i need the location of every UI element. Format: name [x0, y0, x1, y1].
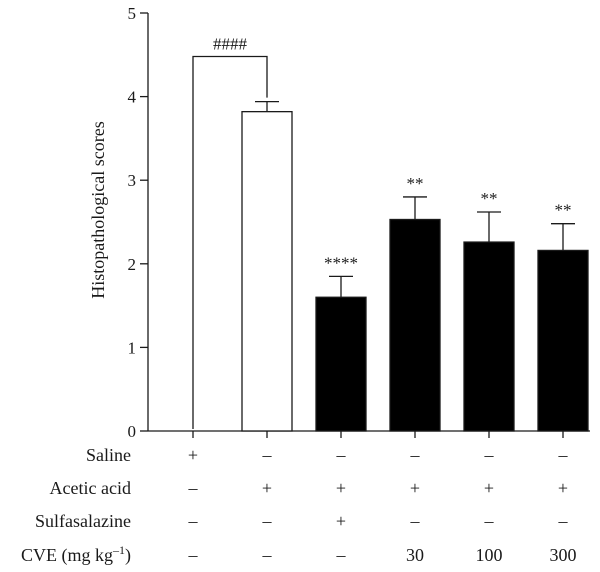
bars	[241, 110, 589, 432]
table-cell: +	[262, 478, 272, 498]
table-cell: –	[262, 511, 273, 531]
treatment-table: Saline + – – – – – Acetic acid – + + + + + Sulfasalazi…	[21, 445, 577, 566]
bar	[537, 249, 589, 432]
table-cell: +	[336, 478, 346, 498]
row-label: Saline	[86, 445, 131, 465]
significance-label: **	[407, 174, 424, 193]
table-cell: –	[558, 445, 569, 465]
row-label: Acetic acid	[50, 478, 131, 498]
table-cell: 300	[550, 545, 577, 565]
bar	[315, 296, 367, 432]
significance-label: **	[555, 201, 572, 220]
y-tick-label: 4	[128, 88, 137, 107]
comparison-bracket: ####	[192, 34, 268, 429]
table-cell: –	[336, 545, 347, 565]
table-cell: –	[188, 511, 199, 531]
table-cell: –	[410, 445, 421, 465]
y-tick-label: 3	[128, 171, 137, 190]
table-cell: +	[410, 478, 420, 498]
table-cell: +	[188, 445, 198, 465]
table-cell: –	[558, 511, 569, 531]
axes: 0 1 2 3 4 5	[128, 4, 590, 441]
row-label: CVE (mg kg–1)	[21, 543, 131, 566]
table-cell: –	[410, 511, 421, 531]
bar	[241, 110, 293, 432]
table-cell: 100	[476, 545, 503, 565]
table-cell: –	[262, 445, 273, 465]
significance-label: ****	[324, 253, 358, 272]
bar	[463, 241, 515, 432]
table-cell: –	[262, 545, 273, 565]
error-bars	[255, 100, 575, 298]
y-tick-label: 0	[128, 422, 137, 441]
row-label: Sulfasalazine	[35, 511, 131, 531]
table-cell: –	[188, 478, 199, 498]
table-cell: +	[336, 511, 346, 531]
y-tick-label: 1	[128, 338, 137, 357]
significance-label: **	[481, 189, 498, 208]
table-cell: –	[336, 445, 347, 465]
bar	[389, 218, 441, 432]
table-cell: +	[558, 478, 568, 498]
significance-markers: **********	[324, 174, 572, 272]
y-tick-label: 2	[128, 255, 137, 274]
y-axis-title: Histopathological scores	[88, 121, 108, 298]
bracket-label: ####	[213, 34, 248, 53]
table-cell: +	[484, 478, 494, 498]
table-cell: –	[188, 545, 199, 565]
y-tick-label: 5	[128, 4, 137, 23]
table-cell: –	[484, 445, 495, 465]
table-cell: 30	[406, 545, 424, 565]
table-cell: –	[484, 511, 495, 531]
bracket-line	[192, 55, 268, 429]
